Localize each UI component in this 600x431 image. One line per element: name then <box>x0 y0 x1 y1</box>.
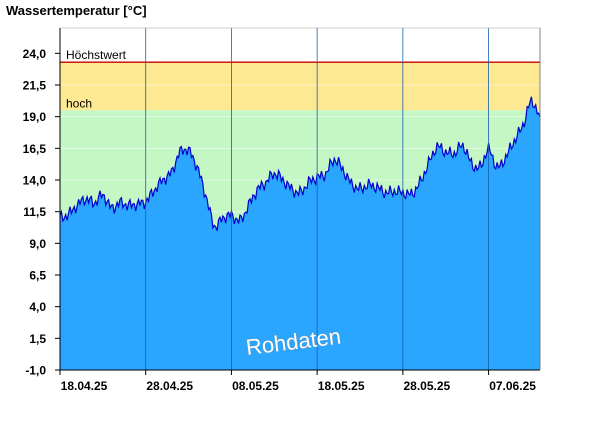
y-tick-label: 11,5 <box>23 205 46 219</box>
y-tick-label: 9,0 <box>29 237 46 251</box>
x-tick-label: 18.04.25 <box>61 379 108 393</box>
annotation-hoechstwert: Höchstwert <box>66 48 127 62</box>
y-tick-label: 1,5 <box>29 332 46 346</box>
y-tick-label: 21,5 <box>23 79 47 93</box>
series-area <box>60 96 540 370</box>
x-tick-label: 08.05.25 <box>232 379 279 393</box>
x-tick-label: 28.04.25 <box>146 379 193 393</box>
y-tick-label: 16,5 <box>23 142 47 156</box>
y-tick-label: -1,0 <box>25 364 46 378</box>
series-line <box>59 96 541 231</box>
y-tick-label: 24,0 <box>23 47 47 61</box>
y-tick-label: 6,5 <box>29 269 46 283</box>
x-tick-label: 18.05.25 <box>318 379 365 393</box>
y-tick-label: 4,0 <box>29 300 46 314</box>
chart-title: Wassertemperatur [°C] <box>6 3 147 18</box>
y-tick-label: 14,0 <box>23 174 47 188</box>
x-tick-label: 07.06.25 <box>489 379 536 393</box>
annotation-hoch: hoch <box>66 96 92 110</box>
x-tick-label: 28.05.25 <box>403 379 450 393</box>
band-hoch <box>60 62 540 111</box>
y-tick-label: 19,0 <box>23 110 47 124</box>
